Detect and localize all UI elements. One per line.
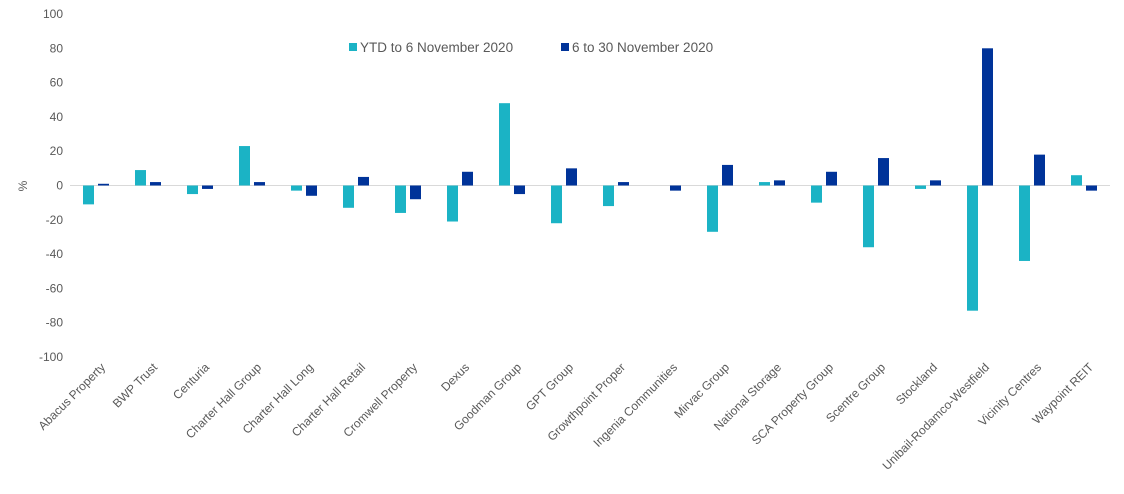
bar-nov-gpt-group [566, 168, 577, 186]
x-tick-label-unibail-rodamco-westfield: Unibail-Rodamco-Westfield [880, 360, 993, 473]
bar-ytd-centuria [187, 185, 198, 195]
bar-ytd-waypoint-reit [1071, 175, 1082, 186]
y-axis-ticks: 100 80 60 40 20 0 -20 -40 -60 -80 -100 [39, 7, 63, 364]
x-axis-labels: Abacus Property BWP Trust CenturiaCharter … [35, 360, 1096, 473]
legend-label-ytd: YTD to 6 November 2020 [360, 40, 513, 55]
bar-nov-cromwell-property [410, 185, 421, 200]
legend-label-nov: 6 to 30 November 2020 [572, 40, 713, 55]
bar-ytd-vicinity-centres [1019, 185, 1030, 261]
y-tick-label: 100 [43, 7, 63, 21]
bar-ytd-growthpoint-proper [603, 185, 614, 207]
legend: YTD to 6 November 2020 6 to 30 November … [349, 40, 713, 55]
bar-ytd-cromwell-property [395, 185, 406, 213]
y-tick-label: -40 [46, 247, 64, 261]
bar-ytd-gpt-group [551, 185, 562, 224]
bar-nov-abacus-property [98, 183, 109, 186]
y-axis-label: % [16, 180, 30, 191]
x-tick-label-dexus: Dexus [438, 360, 472, 394]
bar-ytd-goodman-group [499, 103, 510, 186]
y-tick-label: -80 [46, 316, 64, 330]
bar-nov-sca-property-group [826, 171, 837, 186]
bar-ytd-stockland [915, 185, 926, 189]
y-tick-label: 60 [50, 76, 64, 90]
bar-ytd-mirvac-group [707, 185, 718, 232]
bar-ytd-bwp-trust [135, 170, 146, 186]
bar-nov-growthpoint-proper [618, 182, 629, 186]
y-tick-label: -100 [39, 350, 63, 364]
legend-swatch-ytd [349, 43, 357, 51]
bar-nov-national-storage [774, 180, 785, 186]
y-tick-label: 20 [50, 144, 64, 158]
bar-ytd-sca-property-group [811, 185, 822, 203]
bar-nov-goodman-group [514, 185, 525, 195]
bar-ytd-scentre-group [863, 185, 874, 248]
bar-ytd-abacus-property [83, 185, 94, 205]
legend-swatch-nov [561, 43, 569, 51]
y-tick-label: 40 [50, 110, 64, 124]
x-tick-label-abacus-property: Abacus Property [35, 360, 108, 433]
x-tick-label-bwp-trust: BWP Trust [110, 360, 161, 411]
x-tick-label-gpt-group: GPT Group [523, 360, 576, 413]
bar-nov-waypoint-reit [1086, 185, 1097, 191]
y-tick-label: -20 [46, 213, 64, 227]
bar-nov-scentre-group [878, 158, 889, 186]
bar-ytd-charter-hall-retail [343, 185, 354, 208]
bar-ytd-charter-hall-group [239, 146, 250, 186]
x-tick-label-centuria: Centuria [170, 360, 212, 402]
bar-nov-stockland [930, 180, 941, 186]
bar-ytd-dexus [447, 185, 458, 222]
bar-nov-dexus [462, 171, 473, 186]
bar-nov-mirvac-group [722, 164, 733, 186]
y-tick-label: 0 [56, 179, 63, 193]
bar-nov-vicinity-centres [1034, 154, 1045, 186]
bar-nov-charter-hall-group [254, 182, 265, 186]
bars-group [83, 48, 1097, 311]
y-tick-label: -60 [46, 281, 64, 295]
bar-nov-unibail-rodamco-westfield [982, 48, 993, 186]
bar-nov-ingenia-communities [670, 185, 681, 191]
bar-ytd-unibail-rodamco-westfield [967, 185, 978, 311]
bar-nov-charter-hall-long [306, 185, 317, 196]
bar-nov-centuria [202, 185, 213, 189]
x-tick-label-stockland: Stockland [893, 360, 940, 407]
bar-ytd-national-storage [759, 182, 770, 186]
y-tick-label: 80 [50, 41, 64, 55]
bar-ytd-charter-hall-long [291, 185, 302, 191]
bar-nov-bwp-trust [150, 182, 161, 186]
bar-nov-charter-hall-retail [358, 176, 369, 186]
